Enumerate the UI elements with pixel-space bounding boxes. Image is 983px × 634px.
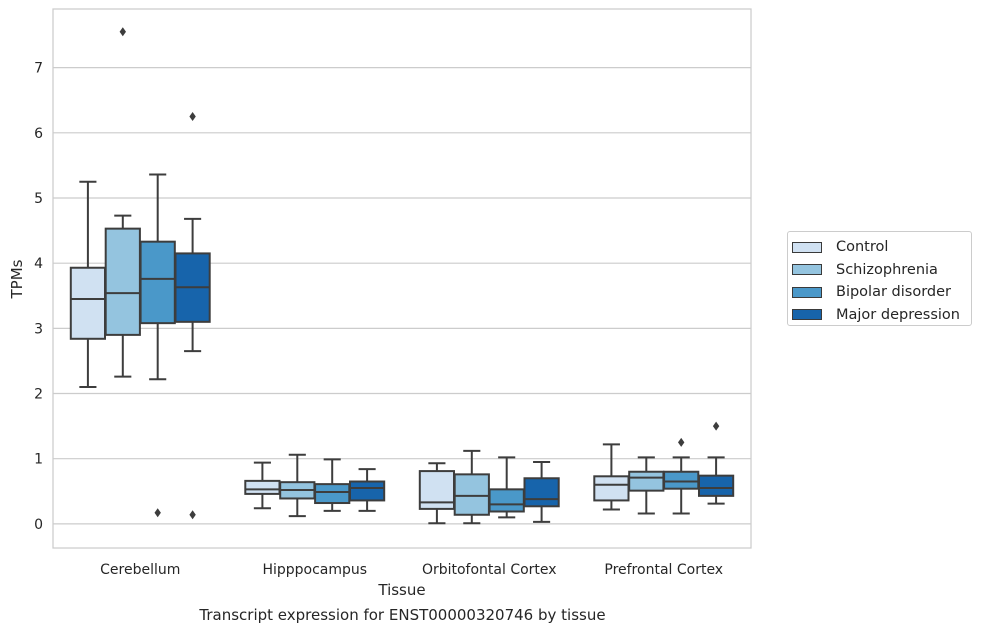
box-iqr [697,474,735,497]
box-iqr [314,483,351,505]
y-tick-label: 5 [34,191,43,207]
box-iqr [139,240,176,325]
box-iqr [453,473,490,516]
box-bipolar-disorder [488,456,525,519]
legend-item: Major depression [788,304,971,327]
x-tick-label: Orbitofontal Cortex [422,562,557,578]
box-iqr [663,470,700,490]
chart-title: Transcript expression for ENST0000032074… [199,606,606,624]
box-iqr [244,479,281,495]
box-schizophrenia [104,27,141,378]
y-tick-label: 7 [34,61,43,77]
box-control [418,462,456,525]
legend-swatch [792,309,822,321]
y-tick-label: 3 [34,321,43,337]
box-iqr [488,488,525,513]
box-major-depression [348,468,386,512]
box-iqr [69,266,107,340]
box-schizophrenia [279,453,316,518]
y-tick-label: 6 [34,126,43,142]
box-control [69,180,107,389]
plot-frame [52,8,752,549]
legend-label: Bipolar disorder [836,284,951,301]
legend-label: Control [836,239,889,256]
outlier-point [119,27,126,37]
legend-item: Schizophrenia [788,259,971,282]
x-tick-label: Cerebellum [100,562,180,578]
legend-swatch [792,286,822,298]
box-bipolar-disorder [314,458,351,512]
y-tick-label: 2 [34,387,43,403]
box-major-depression [174,112,211,520]
legend-item: Control [788,236,971,259]
outlier-point [712,421,720,431]
legend-swatch [792,241,822,253]
box-schizophrenia [453,449,490,525]
legend-label: Schizophrenia [836,261,938,278]
outlier-point [189,112,196,122]
box-iqr [523,477,560,508]
y-tick-label: 0 [34,517,43,533]
legend: Control Schizophrenia Bipolar disorder Majo… [787,231,972,326]
x-axis-label: Tissue [377,581,425,599]
y-tick-labels: 0 1 2 3 4 5 6 7 [34,61,43,533]
legend-swatch [792,264,822,276]
box-major-depression [523,460,560,523]
box-control [593,443,630,511]
legend-item: Bipolar disorder [788,281,971,304]
legend-label: Major depression [836,306,960,323]
x-tick-label: Hipppocampus [262,562,367,578]
box-control [244,461,281,510]
box-iqr [348,480,386,502]
box-schizophrenia [628,456,665,515]
y-axis-label: TPMs [8,259,26,299]
box-iqr [593,475,630,502]
box-bipolar-disorder [663,437,700,515]
outlier-point [154,508,161,518]
y-tick-label: 4 [34,256,43,272]
outlier-point [678,437,685,447]
box-bipolar-disorder [139,173,176,518]
x-tick-labels: Cerebellum Hipppocampus Orbitofontal Corte… [100,562,723,578]
y-tick-label: 1 [34,452,43,468]
box-major-depression [697,421,735,505]
outlier-point [189,510,196,520]
box-iqr [104,227,141,336]
boxes-layer [69,27,735,525]
box-iqr [628,470,665,492]
x-tick-label: Prefrontal Cortex [604,562,723,578]
